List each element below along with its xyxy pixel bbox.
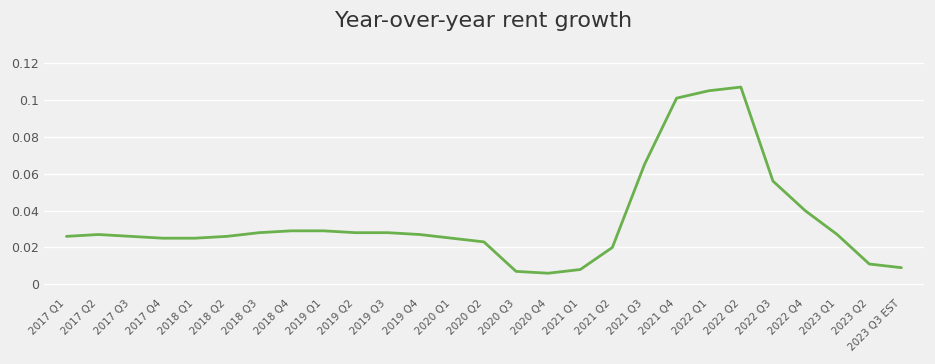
Title: Year-over-year rent growth: Year-over-year rent growth (336, 11, 632, 31)
